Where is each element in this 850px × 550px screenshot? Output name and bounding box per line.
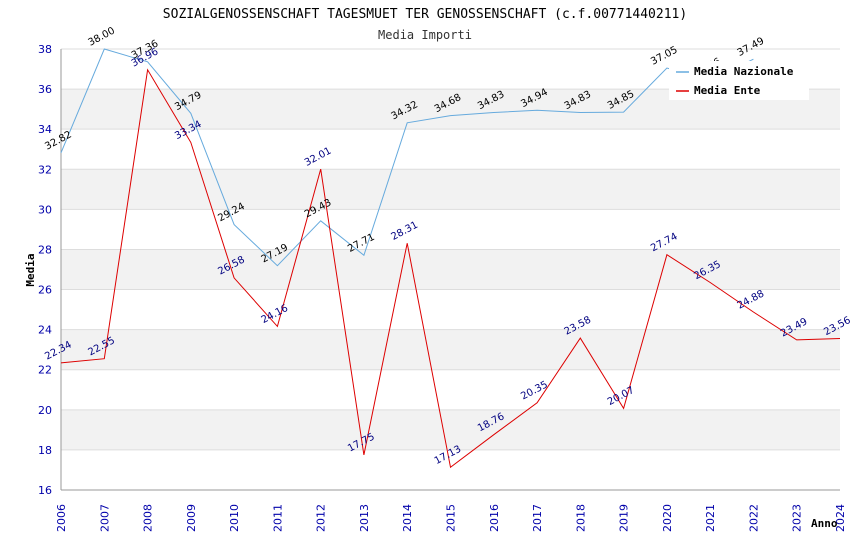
y-tick-label: 36 xyxy=(38,83,52,96)
legend-box xyxy=(669,61,809,100)
x-tick-label: 2022 xyxy=(747,504,760,532)
data-label: 20.35 xyxy=(519,379,549,402)
x-tick-label: 2020 xyxy=(661,504,674,532)
grid-band xyxy=(61,249,840,290)
y-tick-label: 18 xyxy=(38,444,52,457)
data-label: 32.01 xyxy=(303,146,333,169)
series-line-media-nazionale xyxy=(60,48,754,267)
y-tick-label: 26 xyxy=(38,284,52,297)
y-axis-label: Media xyxy=(24,253,37,286)
x-tick-label: 2019 xyxy=(618,504,631,532)
y-tick-label: 34 xyxy=(38,123,52,136)
y-tick-label: 32 xyxy=(38,163,52,176)
data-label: 37.49 xyxy=(736,36,766,59)
chart-title: SOZIALGENOSSENSCHAFT TAGESMUET TER GENOS… xyxy=(163,7,687,22)
x-tick-label: 2024 xyxy=(834,504,847,532)
x-tick-label: 2016 xyxy=(488,504,501,532)
x-tick-label: 2009 xyxy=(185,504,198,532)
background-bands xyxy=(61,89,840,450)
y-tick-label: 16 xyxy=(38,484,52,497)
x-axis-ticks: 2006 2007 2008 2009 2010 2011 2012 2013 2014 2015… xyxy=(55,504,847,532)
y-tick-label: 30 xyxy=(38,203,52,216)
grid-band xyxy=(61,409,840,450)
x-tick-label: 2021 xyxy=(704,504,717,532)
series-lines xyxy=(60,48,841,469)
x-tick-label: 2017 xyxy=(531,504,544,532)
y-tick-label: 38 xyxy=(38,43,52,56)
grid-band xyxy=(61,329,840,370)
x-tick-label: 2023 xyxy=(791,504,804,532)
series-line-media-ente xyxy=(60,68,841,469)
x-tick-label: 2010 xyxy=(228,504,241,532)
y-tick-label: 24 xyxy=(38,324,52,337)
x-tick-label: 2015 xyxy=(445,504,458,532)
data-label: 38.00 xyxy=(87,25,117,48)
legend-label-media-nazionale: Media Nazionale xyxy=(694,65,794,78)
x-tick-label: 2006 xyxy=(55,504,68,532)
x-tick-label: 2011 xyxy=(271,504,284,532)
grid-band xyxy=(61,169,840,210)
x-tick-label: 2013 xyxy=(358,504,371,532)
data-label: 24.88 xyxy=(736,288,766,311)
x-axis-label: Anno xyxy=(811,517,838,530)
data-label: 24.16 xyxy=(260,303,290,326)
x-tick-label: 2018 xyxy=(574,504,587,532)
y-tick-label: 20 xyxy=(38,404,52,417)
legend-label-media-ente: Media Ente xyxy=(694,84,761,97)
y-tick-label: 22 xyxy=(38,364,52,377)
y-axis-ticks: 16 18 20 22 24 26 28 30 32 34 36 38 xyxy=(38,43,52,497)
data-label: 28.31 xyxy=(389,220,419,243)
x-tick-label: 2008 xyxy=(142,504,155,532)
y-tick-label: 28 xyxy=(38,243,52,256)
x-tick-label: 2012 xyxy=(315,504,328,532)
chart-subtitle: Media Importi xyxy=(378,28,472,42)
x-tick-label: 2007 xyxy=(98,504,111,532)
x-tick-label: 2014 xyxy=(401,504,414,532)
legend: Media Nazionale Media Ente xyxy=(669,61,809,100)
